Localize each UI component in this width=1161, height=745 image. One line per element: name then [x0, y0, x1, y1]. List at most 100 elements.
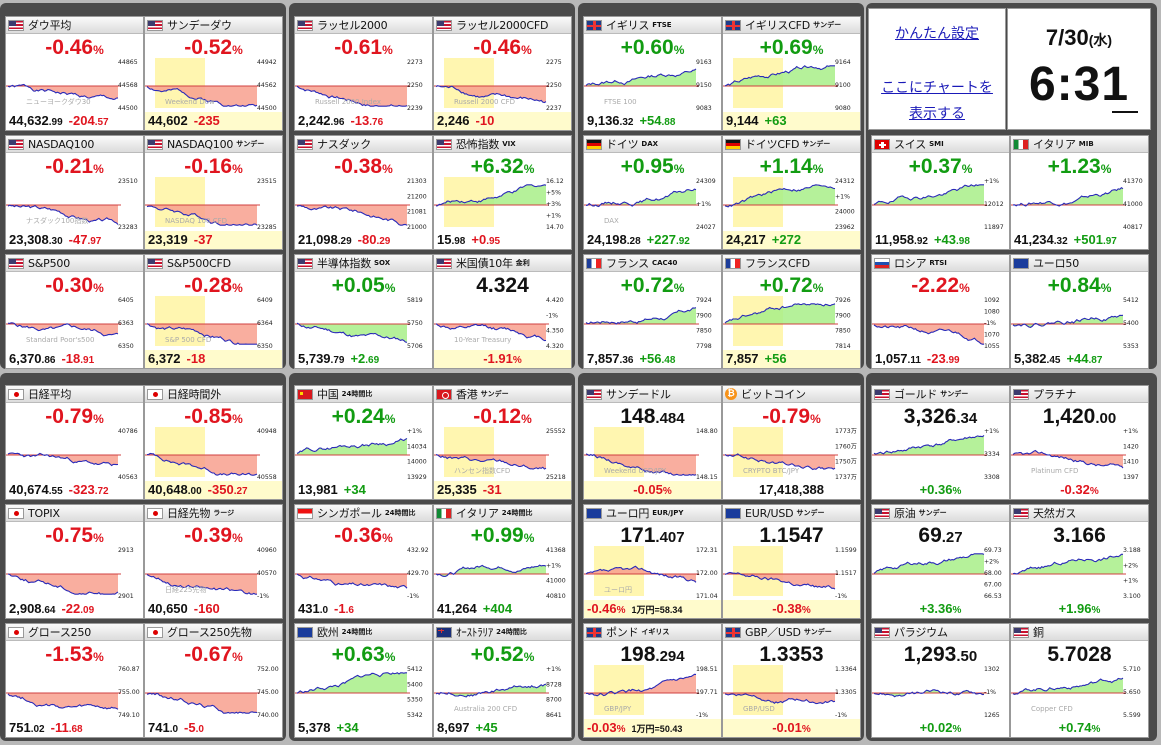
market-cell-daxcfd[interactable]: ドイツCFD サンデー 24312 +1% 24000 23962 +1.14% 24,217… — [722, 135, 861, 250]
us-flag-icon — [436, 19, 452, 31]
market-cell-russell2000[interactable]: ラッセル2000 Russell 2000 Index 2273 2250 2239 -0… — [294, 16, 433, 131]
market-cell-growth250[interactable]: グロース250 760.87 755.00 749.10 -1.53% 751.02 -11… — [5, 623, 144, 738]
axis-tick-label: 44568 — [118, 82, 138, 89]
last-price: 13,981 — [298, 482, 338, 497]
market-cell-ftse[interactable]: イギリス FTSE FTSE 100 9163 9150 9083 +0.60% 9,136.… — [583, 16, 722, 131]
show-chart-link-line2[interactable]: 表示する — [909, 106, 965, 122]
market-cell-nasdaq100[interactable]: NASDAQ100 ナスダック100指数 23510 23283 -0.21% 23,30… — [5, 135, 144, 250]
change-number: +0.74 — [1058, 720, 1092, 735]
change-value: +0.02% — [920, 720, 962, 735]
change-value: -235 — [194, 113, 220, 128]
market-cell-nasdaq[interactable]: ナスダック 21303 21200 21081 21000 -0.38% 21,098.29… — [294, 135, 433, 250]
last-price: 23,319 — [148, 232, 188, 247]
show-chart-link-line1[interactable]: ここにチャートを — [881, 80, 993, 96]
market-cell-wti[interactable]: 原油 サンデー 69.73 +2% 68.00 67.00 66.53 69.27 +3.36% — [871, 504, 1010, 619]
main-value-number: -2.22 — [911, 274, 960, 297]
market-cell-topix[interactable]: TOPIX 2913 2901 -0.75% 2,908.64 -22.09 — [5, 504, 144, 619]
market-cell-sp500cfd[interactable]: S&P500CFD S&P 500 CFD 6409 6364 6350 -0.28% 6,… — [144, 254, 283, 369]
market-cell-nikkei[interactable]: 日経平均 40786 40563 -0.79% 40,674.55 -323.72 — [5, 385, 144, 500]
change-decimal: .97 — [1102, 236, 1117, 247]
market-cell-growth250_futures[interactable]: グロース250先物 752.00 745.00 740.00 -0.67% 741.0 -5… — [144, 623, 283, 738]
session-highlight — [733, 427, 783, 477]
main-value-unit: % — [93, 162, 104, 176]
chart-watermark: GBP/USD — [743, 705, 775, 713]
change-value: -18.91 — [61, 351, 94, 366]
market-cell-russell2000cfd[interactable]: ラッセル2000CFD Russell 2000 CFD 2275 2250 2237 -… — [433, 16, 572, 131]
chart-area — [147, 205, 257, 226]
market-cell-natgas[interactable]: 天然ガス 3.188 +2% +1% 3.100 3.166 +1.96% — [1010, 504, 1149, 619]
market-cell-dow[interactable]: ダウ平均 ニューヨークダウ30 44865 44568 44500 -0.46% 44,63… — [5, 16, 144, 131]
cell-footer: 17,418,388 — [723, 481, 860, 499]
market-cell-rtsi[interactable]: ロシア RTSI 1092 1080 -1% 1070 1055 -2.22% 1,057.11… — [871, 254, 1010, 369]
chart-area — [725, 303, 835, 324]
market-cell-sunday_dow[interactable]: サンデーダウ Weekend Dow 44942 44562 44500 -0.52% 44… — [144, 16, 283, 131]
market-cell-sox[interactable]: 半導体指数 SOX 5819 5750 5706 +0.05% 5,739.79 +2.69 — [294, 254, 433, 369]
market-cell-gold[interactable]: ゴールド サンデー +1% 3334 3308 3,326.34 +0.36% — [871, 385, 1010, 500]
market-cell-bitcoin[interactable]: ₿ ビットコイン CRYPTO BTC/JPY 1773万 1760万 1750万 1737… — [722, 385, 861, 500]
market-cell-eu50[interactable]: ユーロ50 5412 5400 5353 +0.84% 5,382.45 +44.87 — [1010, 254, 1149, 369]
market-cell-nasdaq100_sunday[interactable]: NASDAQ100 サンデー NASDAQ 100 CFD 23515 23285 -0.… — [144, 135, 283, 250]
cell-footer: 7,857 +56 — [723, 350, 860, 368]
axis-tick-label: 2239 — [407, 105, 423, 112]
main-value: +0.60% — [584, 36, 721, 60]
axis-tick-label: 740.00 — [257, 712, 279, 719]
last-price: 2,908 — [9, 601, 42, 616]
market-cell-ftsecfd[interactable]: イギリスCFD サンデー 9164 9100 9080 +0.69% 9,144 +63 — [722, 16, 861, 131]
cell-subname: サンデー — [796, 509, 825, 517]
main-value: -0.12% — [434, 405, 571, 429]
change-number: +45 — [475, 720, 498, 735]
cell-name: スイス — [894, 138, 927, 151]
cell-subname: サンデー — [813, 21, 842, 29]
chart-watermark: Copper CFD — [1031, 705, 1073, 713]
market-cell-gbpjpy[interactable]: ポンド イギリス GBP/JPY 198.51 197.71 -1% 198.294 -0.0… — [583, 623, 722, 738]
main-value-number: 1.1547 — [759, 524, 824, 547]
change-value: +404 — [483, 601, 512, 616]
market-cell-sunday_usdjpy[interactable]: サンデードル Weekend USD/JPY 148.80 148.15 148.484… — [583, 385, 722, 500]
eu-flag-icon — [725, 507, 741, 519]
change-number: +44 — [1066, 351, 1089, 366]
market-cell-copper[interactable]: 銅 Copper CFD 5.710 5.650 5.599 5.7028 +0.74% — [1010, 623, 1149, 738]
main-value-number: +6.32 — [470, 155, 524, 178]
last-price: 40,648 — [148, 482, 188, 497]
market-cell-mib[interactable]: イタリア MIB 41370 41000 40817 +1.23% 41,234.32 +50… — [1010, 135, 1149, 250]
market-cell-cac40[interactable]: フランス CAC40 7924 7900 7850 7798 +0.72% 7,857.36 +… — [583, 254, 722, 369]
cell-subname: イギリス — [641, 628, 670, 636]
chart-area — [8, 574, 118, 595]
easy-settings-link[interactable]: かんたん設定 — [895, 26, 979, 42]
market-cell-china[interactable]: 中国 24時間比 +1% 14034 14000 13929 +0.24% 13,981 +34 — [294, 385, 433, 500]
last-price: 751 — [9, 720, 31, 735]
market-cell-platinum[interactable]: プラチナ Platinum CFD +1% 1420 1410 1397 1,420.00 -… — [1010, 385, 1149, 500]
market-cell-dax[interactable]: ドイツ DAX DAX 24309 +1% 24027 +0.95% 24,198.28 +22… — [583, 135, 722, 250]
market-cell-cac40cfd[interactable]: フランスCFD 7926 7900 7850 7814 +0.72% 7,857 +56 — [722, 254, 861, 369]
main-value-number: -0.39 — [184, 524, 233, 547]
chart-area — [436, 454, 546, 470]
market-cell-sp500[interactable]: S&P500 Standard Poor's500 6405 6363 6350 -0.3… — [5, 254, 144, 369]
market-cell-hongkong[interactable]: 香港 サンデー ハンセン指数CFD 25552 25218 -0.12% 25,335 -31 — [433, 385, 572, 500]
market-cell-nikkei_night[interactable]: 日経時間外 40948 40558 -0.85% 40,648.00 -350.27 — [144, 385, 283, 500]
market-cell-australia[interactable]: ｵｰｽﾄﾗﾘｱ 24時間比 Australia 200 CFD +1% 8728 8700… — [433, 623, 572, 738]
cell-name: 日経平均 — [28, 388, 72, 401]
mini-chart: FTSE 100 9163 9150 9083 — [584, 59, 712, 112]
market-cell-italy24[interactable]: イタリア 24時間比 41368 +1% 41000 40810 +0.99% 41,264 +… — [433, 504, 572, 619]
market-cell-vix[interactable]: 恐怖指数 VIX 16.12 +5% +3% +1% 14.70 +6.32% 15.98 +0.… — [433, 135, 572, 250]
chart-watermark: Russell 2000 Index — [315, 98, 381, 106]
market-cell-smi[interactable]: スイス SMI +1% 12012 11897 +0.37% 11,958.92 +43.98 — [871, 135, 1010, 250]
market-cell-eurusd[interactable]: EUR/USD サンデー 1.1599 1.1517 -1% 1.1547 -0.38% — [722, 504, 861, 619]
axis-tick-label: 44865 — [118, 59, 138, 66]
change-number: -5 — [184, 720, 196, 735]
market-cell-eurjpy[interactable]: ユーロ円 EUR/JPY ユーロ円 172.31 172.00 171.04 171.407… — [583, 504, 722, 619]
change-number: -18 — [186, 351, 206, 366]
change-decimal: % — [616, 724, 626, 735]
cell-subname: 24時間比 — [501, 509, 533, 517]
market-cell-palladium[interactable]: パラジウム 1302 -1% 1265 1,293.50 +0.02% — [871, 623, 1010, 738]
market-cell-gbpusd[interactable]: GBP／USD サンデー GBP/USD 1.3364 1.3305 -1% 1.3353 -… — [722, 623, 861, 738]
price-line — [1012, 449, 1124, 469]
market-cell-us10y[interactable]: 米国債10年 金利 10-Year Treasury 4.420 -1% 4.350 4.3… — [433, 254, 572, 369]
market-cell-singapore[interactable]: シンガポール 24時間比 432.92 429.70 -1% -0.36% 431.0 -1.… — [294, 504, 433, 619]
price-line — [7, 573, 119, 595]
market-cell-nikkei_futures[interactable]: 日経先物 ラージ 日経225先物 40960 40570 -1% -0.39% 40,650-… — [144, 504, 283, 619]
us-flag-icon — [874, 388, 890, 400]
cell-header: ダウ平均 — [6, 17, 143, 34]
market-cell-europe[interactable]: 欧州 24時間比 5412 5400 5350 5342 +0.63% 5,378 +34 — [294, 623, 433, 738]
axis-tick-label: 5400 — [1123, 320, 1139, 327]
